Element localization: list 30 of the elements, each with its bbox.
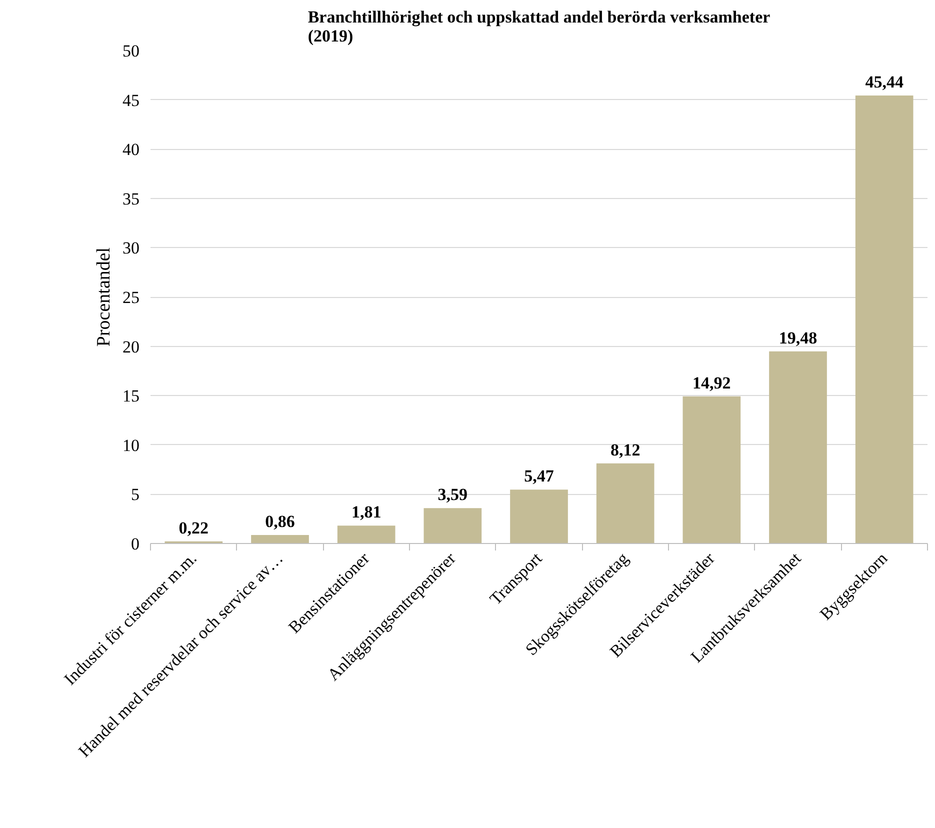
y-tick-label: 15 <box>122 386 140 406</box>
y-tick-label: 10 <box>122 436 140 455</box>
y-tick-label: 35 <box>122 189 140 208</box>
y-axis-title: Procentandel <box>94 247 114 347</box>
data-label: 0,22 <box>178 518 209 538</box>
y-tick-label: 45 <box>122 90 140 110</box>
y-tick-label: 20 <box>122 337 140 356</box>
data-label: 14,92 <box>692 373 731 392</box>
data-label: 5,47 <box>524 466 554 486</box>
y-tick-label: 25 <box>122 288 140 307</box>
bar <box>682 396 741 544</box>
bar <box>769 351 827 544</box>
y-tick-label: 40 <box>122 140 140 160</box>
bar <box>855 95 914 544</box>
bar <box>424 508 482 544</box>
bar <box>251 535 309 544</box>
bar <box>337 526 396 544</box>
data-label: 8,12 <box>610 440 640 460</box>
y-tick-label: 0 <box>131 534 140 554</box>
data-label: 45,44 <box>865 72 904 92</box>
bar <box>596 463 654 544</box>
data-label: 1,81 <box>351 502 382 522</box>
y-tick-label: 5 <box>131 485 140 504</box>
data-label: 0,86 <box>265 512 295 532</box>
bar <box>510 490 568 544</box>
y-tick-label: 50 <box>122 42 140 60</box>
data-label: 19,48 <box>778 328 818 348</box>
chart-title: Branchtillhörighet och uppskattad andel berörda verksamheter (2019) <box>308 8 771 46</box>
y-tick-label: 30 <box>122 238 140 258</box>
data-label: 3,59 <box>438 485 468 504</box>
